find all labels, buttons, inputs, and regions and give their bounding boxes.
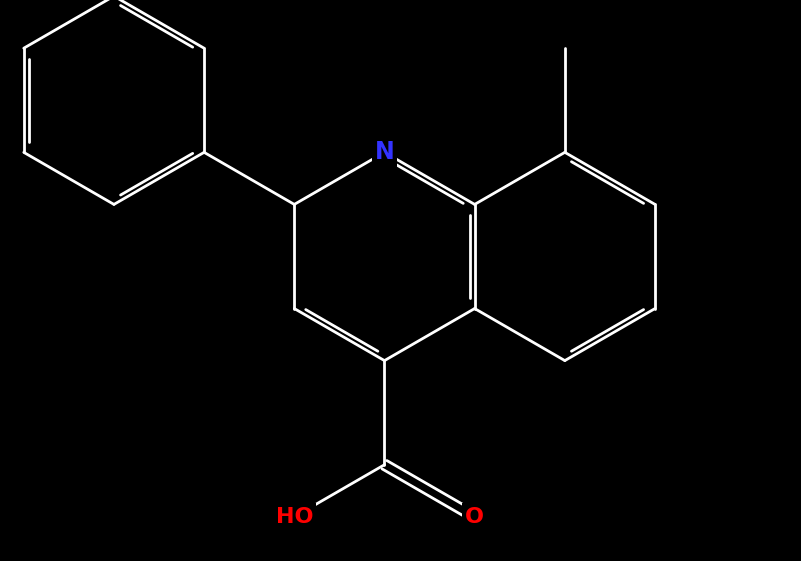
Text: O: O	[465, 507, 484, 527]
Text: HO: HO	[276, 507, 313, 527]
Text: N: N	[375, 140, 394, 164]
